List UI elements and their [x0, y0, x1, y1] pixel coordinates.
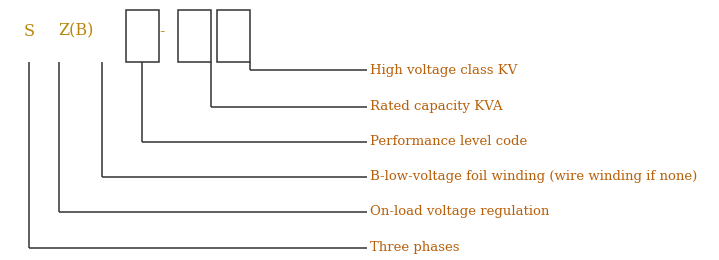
Text: -: - [159, 23, 165, 40]
Text: High voltage class KV: High voltage class KV [370, 64, 518, 77]
Text: Rated capacity KVA: Rated capacity KVA [370, 100, 503, 113]
Text: Performance level code: Performance level code [370, 135, 528, 148]
Text: On-load voltage regulation: On-load voltage regulation [370, 205, 549, 218]
Bar [178, 10, 211, 62]
Text: B-low-voltage foil winding (wire winding if none): B-low-voltage foil winding (wire winding… [370, 170, 697, 183]
Text: S: S [23, 23, 35, 40]
Bar [126, 10, 159, 62]
Bar [217, 10, 250, 62]
Text: Three phases: Three phases [370, 241, 459, 254]
Text: Z(B): Z(B) [58, 23, 93, 40]
